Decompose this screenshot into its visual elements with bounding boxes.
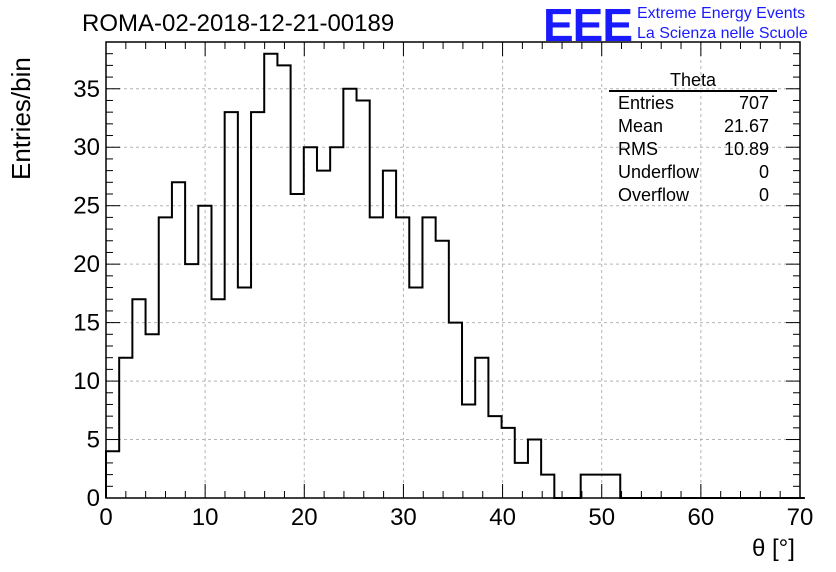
stats-label: RMS — [618, 139, 658, 159]
x-tick-label: 0 — [99, 504, 112, 531]
x-tick-label: 50 — [588, 504, 615, 531]
logo-caption-line1: Extreme Energy Events — [637, 5, 806, 22]
stats-label: Underflow — [618, 162, 700, 182]
stats-title: Theta — [609, 70, 777, 92]
y-axis-label: Entries/bin — [6, 57, 36, 180]
x-axis-label: θ [°] — [752, 535, 795, 562]
stats-value: 0 — [758, 185, 769, 205]
eee-logo: EEE — [543, 0, 633, 51]
x-tick-label: 70 — [787, 504, 814, 531]
x-tick-label: 20 — [291, 504, 318, 531]
stats-value: 0 — [758, 162, 769, 182]
y-tick-label: 15 — [73, 310, 100, 337]
y-tick-label: 0 — [87, 485, 100, 512]
stats-row-rms: RMS 10.89 — [609, 138, 777, 161]
stats-label: Entries — [618, 93, 675, 113]
y-tick-label: 25 — [73, 193, 100, 220]
histogram-line — [105, 52, 805, 499]
stats-row-underflow: Underflow 0 — [609, 161, 777, 184]
stats-value: 10.89 — [723, 139, 769, 159]
axis-ticks — [105, 41, 801, 499]
y-tick-label: 35 — [73, 76, 100, 103]
stats-row-overflow: Overflow 0 — [609, 184, 777, 207]
stats-label: Overflow — [618, 185, 690, 205]
y-tick-label: 10 — [73, 368, 100, 395]
stats-value: 707 — [738, 93, 769, 113]
stats-row-entries: Entries 707 — [609, 92, 777, 115]
stats-row-mean: Mean 21.67 — [609, 115, 777, 138]
x-tick-label: 40 — [489, 504, 516, 531]
plot-frame — [105, 41, 801, 499]
grid-lines — [106, 42, 800, 498]
y-tick-label: 5 — [87, 427, 100, 454]
y-tick-label: 20 — [73, 251, 100, 278]
x-tick-label: 30 — [390, 504, 417, 531]
x-tick-label: 60 — [688, 504, 715, 531]
plot-title: ROMA-02-2018-12-21-00189 — [82, 10, 395, 37]
stats-label: Mean — [618, 116, 664, 136]
stats-box: Theta Entries 707 Mean 21.67 RMS 10.89 U… — [609, 70, 777, 207]
y-tick-label: 30 — [73, 134, 100, 161]
y-tick-labels: 0 5 10 15 20 25 30 35 — [73, 76, 100, 512]
x-tick-labels: 0 10 20 30 40 50 60 70 — [99, 504, 813, 531]
logo-caption-line2: La Scienza nelle Scuole — [637, 25, 808, 42]
logo-caption: Extreme Energy Events La Scienza nelle S… — [637, 4, 808, 44]
x-tick-label: 10 — [192, 504, 219, 531]
stats-value: 21.67 — [723, 116, 769, 136]
